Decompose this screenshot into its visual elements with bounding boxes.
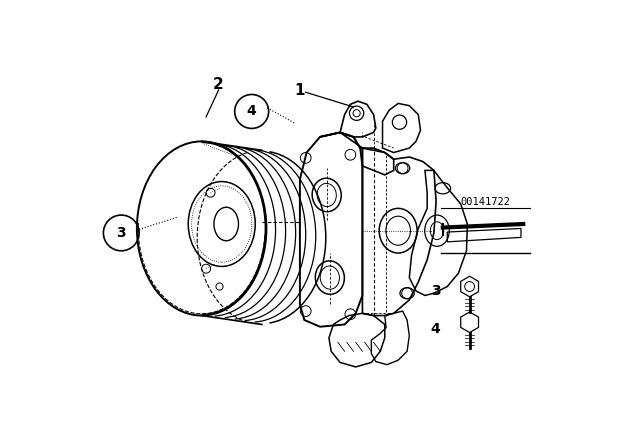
Text: 00141722: 00141722 (460, 197, 510, 207)
Text: 2: 2 (213, 77, 224, 92)
Text: 1: 1 (294, 82, 305, 98)
Text: 4: 4 (247, 104, 257, 118)
Text: 3: 3 (431, 284, 440, 298)
Text: 4: 4 (431, 322, 440, 336)
Text: 3: 3 (116, 226, 126, 240)
